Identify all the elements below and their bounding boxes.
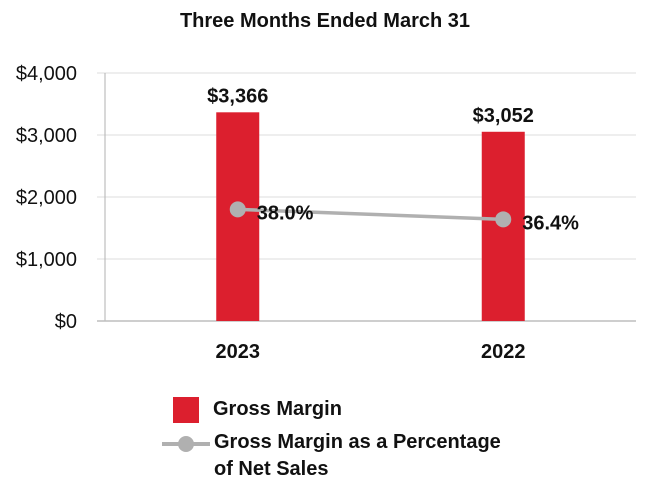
line-marker-swatch-icon (162, 429, 214, 455)
bar-data-label: $3,366 (207, 85, 268, 107)
line-data-label: 36.4% (522, 212, 579, 234)
chart-legend: Gross Margin Gross Margin as a Percentag… (162, 396, 504, 489)
line-data-label: 38.0% (257, 202, 314, 224)
y-tick-label: $4,000 (16, 63, 77, 85)
legend-item-gross-margin-percentage: Gross Margin as a Percentage of Net Sale… (162, 429, 504, 483)
legend-item-gross-margin: Gross Margin (170, 396, 504, 423)
line-point (229, 201, 246, 218)
x-tick-label: 2023 (216, 341, 261, 363)
line-point (495, 211, 512, 228)
legend-label: Gross Margin as a Percentage of Net Sale… (214, 431, 501, 480)
y-tick-label: $2,000 (16, 187, 77, 209)
bar-data-label: $3,052 (473, 105, 534, 127)
y-tick-label: $1,000 (16, 249, 77, 271)
y-tick-label: $0 (55, 311, 77, 333)
y-tick-label: $3,000 (16, 125, 77, 147)
x-tick-label: 2022 (481, 341, 526, 363)
bar-swatch-icon (173, 397, 199, 423)
series-line (237, 207, 504, 222)
chart-plot: $0 $1,000 $2,000 $3,000 $4,000 $3,366 $3,052 20… (16, 63, 636, 363)
legend-label: Gross Margin (213, 398, 342, 420)
chart-title: Three Months Ended March 31 (179, 10, 471, 32)
